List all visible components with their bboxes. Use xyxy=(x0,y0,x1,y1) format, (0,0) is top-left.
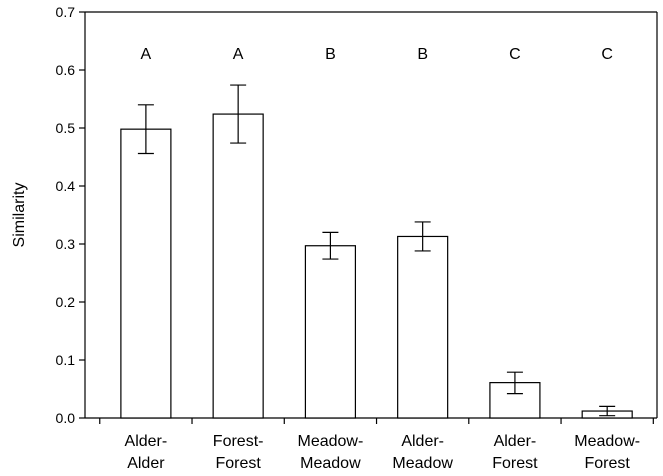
bar xyxy=(397,235,449,419)
y-axis-title: Similarity xyxy=(11,183,28,248)
group-letter-label: B xyxy=(417,46,428,63)
x-category-label-line2: Meadow xyxy=(392,455,453,472)
x-category-label-line1: Alder- xyxy=(401,433,444,450)
x-category-label-line1: Meadow- xyxy=(574,433,640,450)
x-category-label-line1: Alder- xyxy=(494,433,537,450)
y-tick-label: 0.7 xyxy=(56,4,76,20)
bar xyxy=(212,113,264,419)
group-letter-label: B xyxy=(325,46,336,63)
x-category-label-line2: Alder xyxy=(127,455,165,472)
group-letter-label: C xyxy=(601,46,613,63)
group-letter-label: C xyxy=(509,46,521,63)
y-tick-label: 0.6 xyxy=(56,62,76,78)
y-tick-label: 0.0 xyxy=(56,410,76,426)
y-tick-label: 0.1 xyxy=(56,352,76,368)
x-category-label-line2: Forest xyxy=(492,455,538,472)
y-tick-label: 0.4 xyxy=(56,178,76,194)
group-letter-label: A xyxy=(233,46,244,63)
y-tick-label: 0.5 xyxy=(56,120,76,136)
y-tick-label: 0.3 xyxy=(56,236,76,252)
x-category-label-line1: Meadow- xyxy=(298,433,364,450)
bar xyxy=(304,245,357,419)
bar xyxy=(120,128,172,419)
y-tick-label: 0.2 xyxy=(56,294,76,310)
x-category-label-line2: Forest xyxy=(215,455,261,472)
group-letter-label: A xyxy=(141,46,152,63)
x-category-label-line2: Meadow xyxy=(300,455,361,472)
x-category-label-line1: Alder- xyxy=(125,433,168,450)
x-category-label-line2: Forest xyxy=(585,455,631,472)
x-category-label-line1: Forest- xyxy=(213,433,264,450)
